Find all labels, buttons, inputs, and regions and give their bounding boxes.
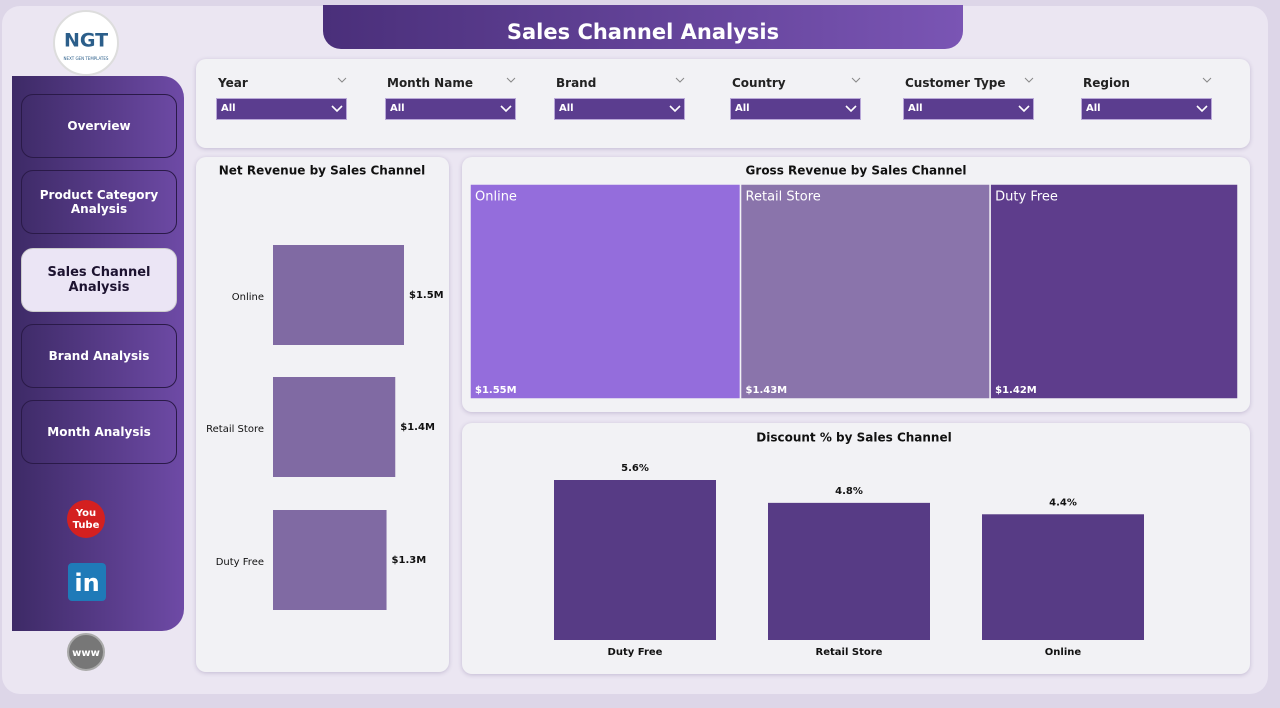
category-label: Online: [1045, 647, 1082, 658]
logo: NGT NEXT GEN TEMPLATES: [53, 10, 119, 76]
gross-revenue-chart: Gross Revenue by Sales Channel Online $1.5…: [469, 164, 1239, 400]
web-icon[interactable]: [67, 633, 105, 671]
filter-label: Country: [732, 76, 786, 90]
linkedin-icon[interactable]: [68, 563, 106, 601]
filter-chevron: [675, 77, 685, 83]
filter-label: Brand: [556, 76, 597, 90]
treemap-cell: [989, 183, 1239, 400]
filter-label: Region: [1083, 76, 1130, 90]
data-label: 4.4%: [1049, 497, 1077, 508]
sidebar: [12, 76, 184, 631]
nav-button[interactable]: Overview: [21, 94, 177, 158]
filter-label: Year: [218, 76, 248, 90]
filter-panel: [196, 59, 1250, 148]
filter-chevron: [1024, 77, 1034, 83]
discount-panel: Discount % by Sales Channel 5.6% Duty Free…: [462, 423, 1250, 674]
youtube-text: You: [75, 508, 96, 519]
filter-dropdown[interactable]: All: [385, 98, 516, 120]
chart-title: Discount % by Sales Channel: [756, 431, 951, 445]
data-label: $1.3M: [392, 555, 427, 566]
net-revenue-chart: Net Revenue by Sales Channel Online $1.5M R…: [206, 164, 444, 610]
logo-subtitle: NEXT GEN TEMPLATES: [64, 56, 109, 61]
category-label: Online: [232, 292, 264, 303]
dropdown-chevron: [669, 105, 681, 113]
filter-chevron: [1202, 77, 1212, 83]
bar: [982, 514, 1144, 640]
filter-chevron: [337, 77, 347, 83]
dropdown-chevron: [845, 105, 857, 113]
nav-button[interactable]: Month Analysis: [21, 400, 177, 464]
bar: [273, 377, 396, 477]
data-label: $1.55M: [475, 385, 517, 396]
bar: [554, 480, 716, 640]
dropdown-chevron: [331, 105, 343, 113]
filter-chevron: [506, 77, 516, 83]
youtube-icon[interactable]: [67, 500, 105, 538]
dropdown-chevron: [1196, 105, 1208, 113]
filter-dropdown[interactable]: All: [216, 98, 347, 120]
gross-revenue-panel: Gross Revenue by Sales Channel Online $1.5…: [462, 157, 1250, 412]
data-label: 4.8%: [835, 486, 863, 497]
data-label: $1.5M: [409, 290, 444, 301]
linkedin-text: in: [74, 569, 99, 597]
filter-dropdown[interactable]: All: [903, 98, 1034, 120]
bar: [273, 245, 404, 345]
cell-label: Retail Store: [746, 190, 821, 205]
bar: [273, 510, 387, 610]
category-label: Duty Free: [216, 557, 264, 568]
cell-label: Online: [475, 190, 517, 205]
category-label: Retail Store: [816, 647, 883, 658]
data-label: $1.4M: [400, 422, 435, 433]
treemap-cell: [469, 183, 742, 400]
filter-dropdown[interactable]: All: [730, 98, 861, 120]
web-text: www: [72, 648, 100, 659]
filter-dropdown[interactable]: All: [554, 98, 685, 120]
category-label: Duty Free: [608, 647, 663, 658]
filter-label: Customer Type: [905, 76, 1006, 90]
social-icons: You Tube in www: [67, 500, 106, 671]
data-label: 5.6%: [621, 463, 649, 474]
cell-label: Duty Free: [995, 190, 1058, 205]
filter-dropdown[interactable]: All: [1081, 98, 1212, 120]
filter-chevron: [851, 77, 861, 83]
chart-title: Net Revenue by Sales Channel: [219, 164, 426, 178]
nav-button[interactable]: Brand Analysis: [21, 324, 177, 388]
nav-button[interactable]: Product Category Analysis: [21, 170, 177, 234]
bar: [768, 502, 930, 640]
filter-label: Month Name: [387, 76, 473, 90]
youtube-text: Tube: [73, 520, 100, 531]
nav-button[interactable]: Sales Channel Analysis: [21, 248, 177, 312]
page-title: Sales Channel Analysis: [323, 5, 963, 49]
data-label: $1.43M: [746, 385, 788, 396]
discount-chart: Discount % by Sales Channel 5.6% Duty Free…: [554, 431, 1144, 658]
dropdown-chevron: [1018, 105, 1030, 113]
category-label: Retail Store: [206, 424, 264, 435]
treemap-cell: [739, 183, 991, 400]
chart-title: Gross Revenue by Sales Channel: [746, 164, 967, 178]
net-revenue-panel: Net Revenue by Sales Channel Online $1.5M R…: [196, 157, 449, 672]
data-label: $1.42M: [995, 385, 1037, 396]
logo-text: NGT: [64, 30, 108, 52]
dropdown-chevron: [500, 105, 512, 113]
